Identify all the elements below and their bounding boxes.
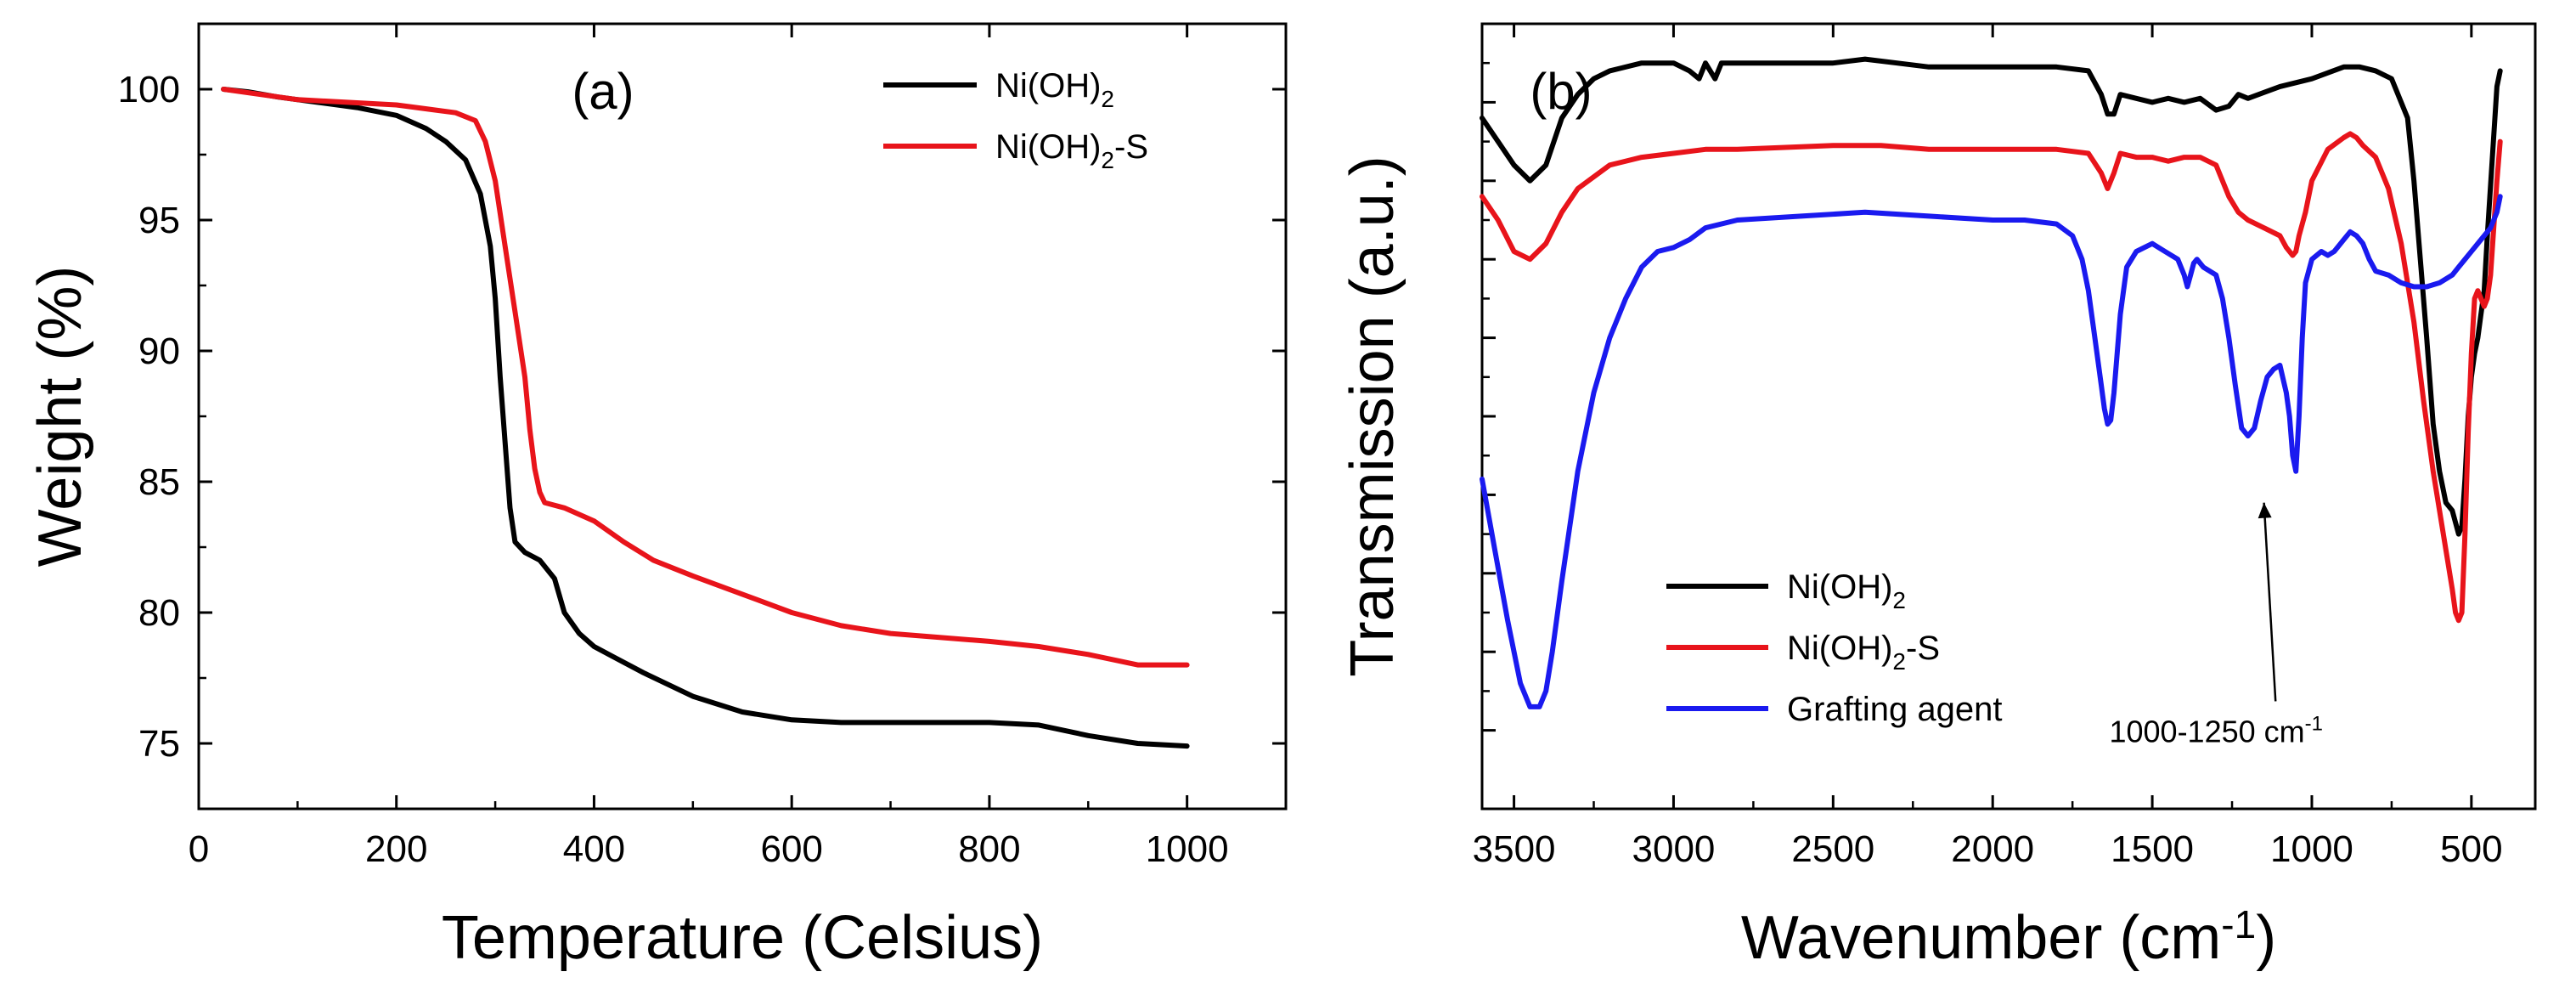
series-group-b [1480, 56, 2503, 709]
x-axis-label-b-text: Wavenumber (cm [1741, 904, 2221, 972]
x-tick-label: 400 [563, 828, 625, 870]
legend-label-base: Ni(OH) [995, 67, 1101, 105]
x-tick-label: 1000 [1146, 828, 1229, 870]
series-group-a [221, 87, 1190, 749]
series-line-0 [221, 87, 1190, 749]
annotation-text: 1000-1250 cm-1 [2109, 712, 2323, 749]
panel-label-b: (b) [1530, 63, 1592, 120]
axis-ticks-b: 3500 3000 2500 2000 1500 1000 500 [1473, 24, 2503, 870]
legend-label: Ni(OH)2-S [1787, 630, 1940, 675]
legend-label-base: Ni(OH) [1787, 568, 1892, 606]
x-tick-label: 600 [760, 828, 822, 870]
x-tick-label: 200 [365, 828, 427, 870]
legend-label-base: Ni(OH) [995, 128, 1101, 166]
panel-label-a: (a) [572, 63, 634, 120]
y-tick-label: 90 [138, 330, 180, 372]
series-line-2 [1480, 194, 2503, 709]
series-line-0 [1480, 56, 2503, 537]
annotation-arrow [2263, 502, 2277, 702]
x-tick-label: 500 [2440, 828, 2502, 870]
x-tick-label: 3500 [1473, 828, 1556, 870]
x-tick-label: 0 [189, 828, 209, 870]
y-tick-label: 100 [118, 69, 180, 110]
x-tick-label: 1500 [2111, 828, 2194, 870]
y-tick-label: 75 [138, 723, 180, 765]
y-tick-label: 85 [138, 461, 180, 503]
x-tick-label: 800 [958, 828, 1020, 870]
y-axis-label-b: Transmission (a.u.) [1339, 155, 1406, 676]
legend-label-base: Ni(OH) [1787, 630, 1892, 667]
legend-label-suffix: -S [1906, 630, 1940, 667]
legend-label-sub: 2 [1892, 648, 1906, 675]
x-axis-label-b-sup: -1 [2221, 902, 2256, 946]
x-axis-label-b: Wavenumber (cm-1) [1741, 902, 2276, 972]
annotation-sup: -1 [2305, 712, 2323, 735]
x-tick-label: 3000 [1632, 828, 1716, 870]
legend-label-suffix: -S [1114, 128, 1148, 166]
legend-label-sub: 2 [1892, 587, 1906, 613]
x-tick-label: 2500 [1791, 828, 1874, 870]
series-line-1 [1480, 131, 2503, 624]
tga-chart: 0 200 400 600 800 1000 75 80 85 90 95 100 (a) Tempe… [26, 22, 1288, 972]
x-tick-label: 2000 [1951, 828, 2034, 870]
annotation-main: 1000-1250 cm [2109, 714, 2304, 749]
plot-frame-b [1480, 22, 2537, 811]
annotation-b: 1000-1250 cm-1 [2109, 502, 2323, 749]
axis-ticks-a: 0 200 400 600 800 1000 75 80 85 90 95 100 [118, 22, 1288, 870]
legend-label-sub: 2 [1101, 147, 1114, 173]
series-line-1 [221, 87, 1190, 668]
legend-label-base: Grafting agent [1787, 691, 2003, 728]
annotation-arrowhead [2258, 502, 2272, 519]
legend-label: Grafting agent [1787, 691, 2003, 728]
x-axis-label-a: Temperature (Celsius) [442, 904, 1043, 972]
legend-label: Ni(OH)2 [1787, 568, 1906, 613]
ftir-chart: 3500 3000 2500 2000 1500 1000 500 (b) Wavenumb… [1339, 22, 2537, 972]
legend-label-sub: 2 [1101, 86, 1114, 112]
y-tick-label: 95 [138, 200, 180, 241]
y-tick-label: 80 [138, 592, 180, 634]
legend-a: Ni(OH)2Ni(OH)2-S [883, 67, 1148, 173]
x-tick-label: 1000 [2270, 828, 2353, 870]
legend-label: Ni(OH)2-S [995, 128, 1148, 173]
x-axis-label-b-end: ) [2256, 904, 2276, 972]
legend-label: Ni(OH)2 [995, 67, 1114, 112]
y-axis-label-a: Weight (%) [26, 266, 94, 568]
